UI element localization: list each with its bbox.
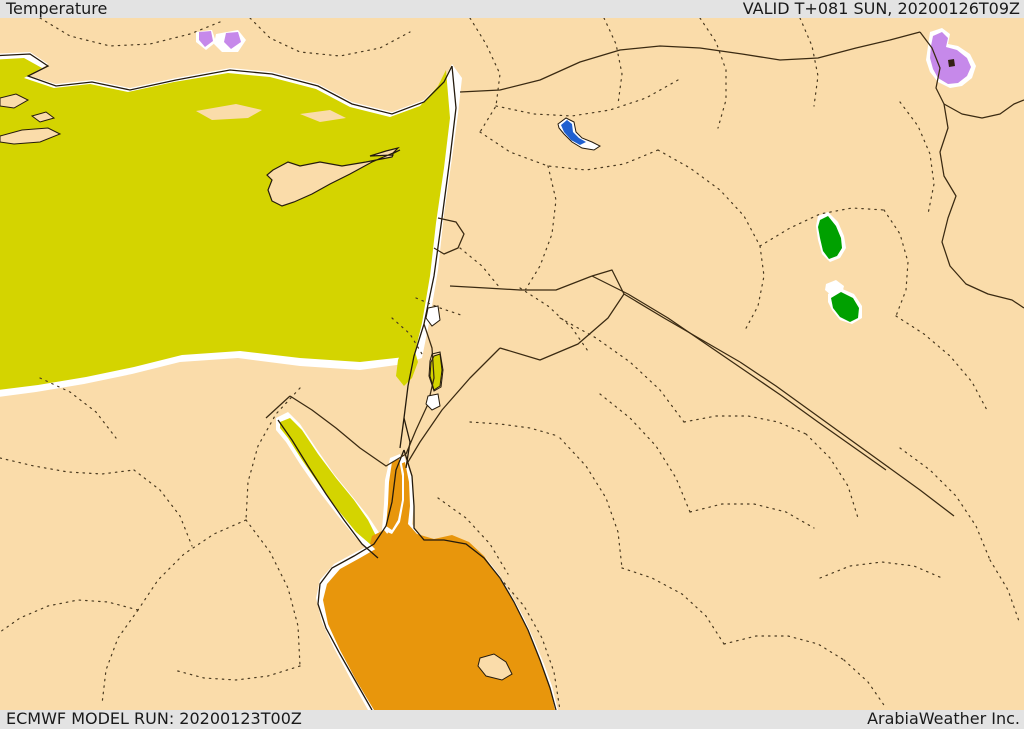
valid-time-label: VALID T+081 SUN, 20200126T09Z: [742, 0, 1020, 18]
orange-temperature-band: [316, 454, 558, 710]
green-temperature-band: [816, 212, 862, 324]
page-title: Temperature: [6, 0, 108, 18]
provider-credit: ArabiaWeather Inc.: [867, 709, 1020, 728]
coastline-layer: [0, 53, 557, 710]
footer-bar: ECMWF MODEL RUN: 20200123T00Z ArabiaWeat…: [0, 709, 1024, 729]
admin-boundary-layer: [0, 18, 1021, 710]
lake-assad: [557, 117, 601, 151]
dead-sea-outline: [428, 351, 444, 392]
map-canvas[interactable]: [0, 18, 1024, 710]
olive-temperature-band: [0, 52, 462, 552]
model-run-label: ECMWF MODEL RUN: 20200123T00Z: [6, 709, 302, 728]
sea-of-galilee: [425, 305, 441, 327]
header-bar: Temperature VALID T+081 SUN, 20200126T09…: [0, 0, 1024, 18]
country-border-layer: [265, 31, 1024, 517]
small-lake: [425, 393, 441, 411]
temperature-map-svg: [0, 18, 1024, 710]
